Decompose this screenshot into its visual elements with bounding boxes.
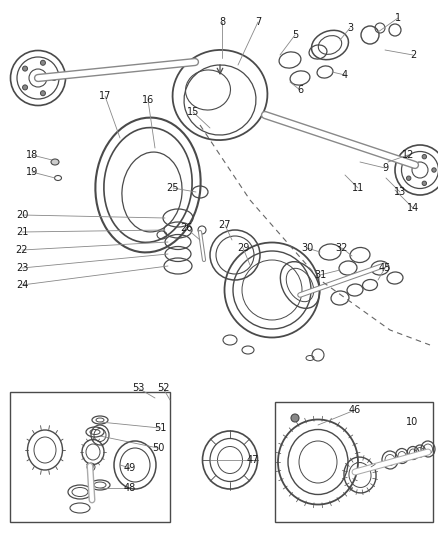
Circle shape: [22, 85, 28, 90]
Text: 14: 14: [406, 203, 418, 213]
Text: 23: 23: [16, 263, 28, 273]
Circle shape: [431, 168, 435, 172]
Bar: [10, 392, 170, 522]
Text: 46: 46: [348, 405, 360, 415]
Text: 5: 5: [291, 30, 297, 40]
Text: 31: 31: [313, 270, 325, 280]
Text: 32: 32: [335, 243, 347, 253]
Ellipse shape: [51, 159, 59, 165]
Text: 47: 47: [246, 455, 258, 465]
Text: 52: 52: [156, 383, 169, 393]
Text: 49: 49: [124, 463, 136, 473]
Text: 1: 1: [394, 13, 400, 23]
Text: 26: 26: [180, 223, 192, 233]
Text: 17: 17: [99, 91, 111, 101]
Text: 18: 18: [26, 150, 38, 160]
Circle shape: [406, 159, 410, 164]
Text: 30: 30: [300, 243, 312, 253]
Text: 53: 53: [131, 383, 144, 393]
Circle shape: [421, 155, 426, 159]
Text: 22: 22: [16, 245, 28, 255]
Text: 2: 2: [409, 50, 415, 60]
Circle shape: [40, 60, 46, 65]
Circle shape: [290, 414, 298, 422]
Text: 27: 27: [218, 220, 231, 230]
Text: 20: 20: [16, 210, 28, 220]
Text: 48: 48: [124, 483, 136, 493]
Text: 16: 16: [141, 95, 154, 105]
Text: 45: 45: [378, 263, 390, 273]
Circle shape: [40, 91, 46, 96]
Bar: [274, 402, 432, 522]
Circle shape: [406, 176, 410, 181]
Text: 25: 25: [166, 183, 179, 193]
Text: 13: 13: [393, 187, 405, 197]
Text: 7: 7: [254, 17, 261, 27]
Text: 21: 21: [16, 227, 28, 237]
Text: 8: 8: [219, 17, 225, 27]
Text: 51: 51: [153, 423, 166, 433]
Text: 6: 6: [296, 85, 302, 95]
Text: 24: 24: [16, 280, 28, 290]
Text: 15: 15: [187, 107, 199, 117]
Text: 19: 19: [26, 167, 38, 177]
Text: 3: 3: [346, 23, 352, 33]
Circle shape: [421, 181, 426, 185]
Text: 29: 29: [236, 243, 249, 253]
Text: 4: 4: [341, 70, 347, 80]
Text: 11: 11: [351, 183, 363, 193]
Circle shape: [22, 66, 28, 71]
Text: 50: 50: [152, 443, 164, 453]
Text: 12: 12: [401, 150, 413, 160]
Text: 9: 9: [381, 163, 387, 173]
Circle shape: [51, 76, 57, 80]
Text: 10: 10: [405, 417, 417, 427]
